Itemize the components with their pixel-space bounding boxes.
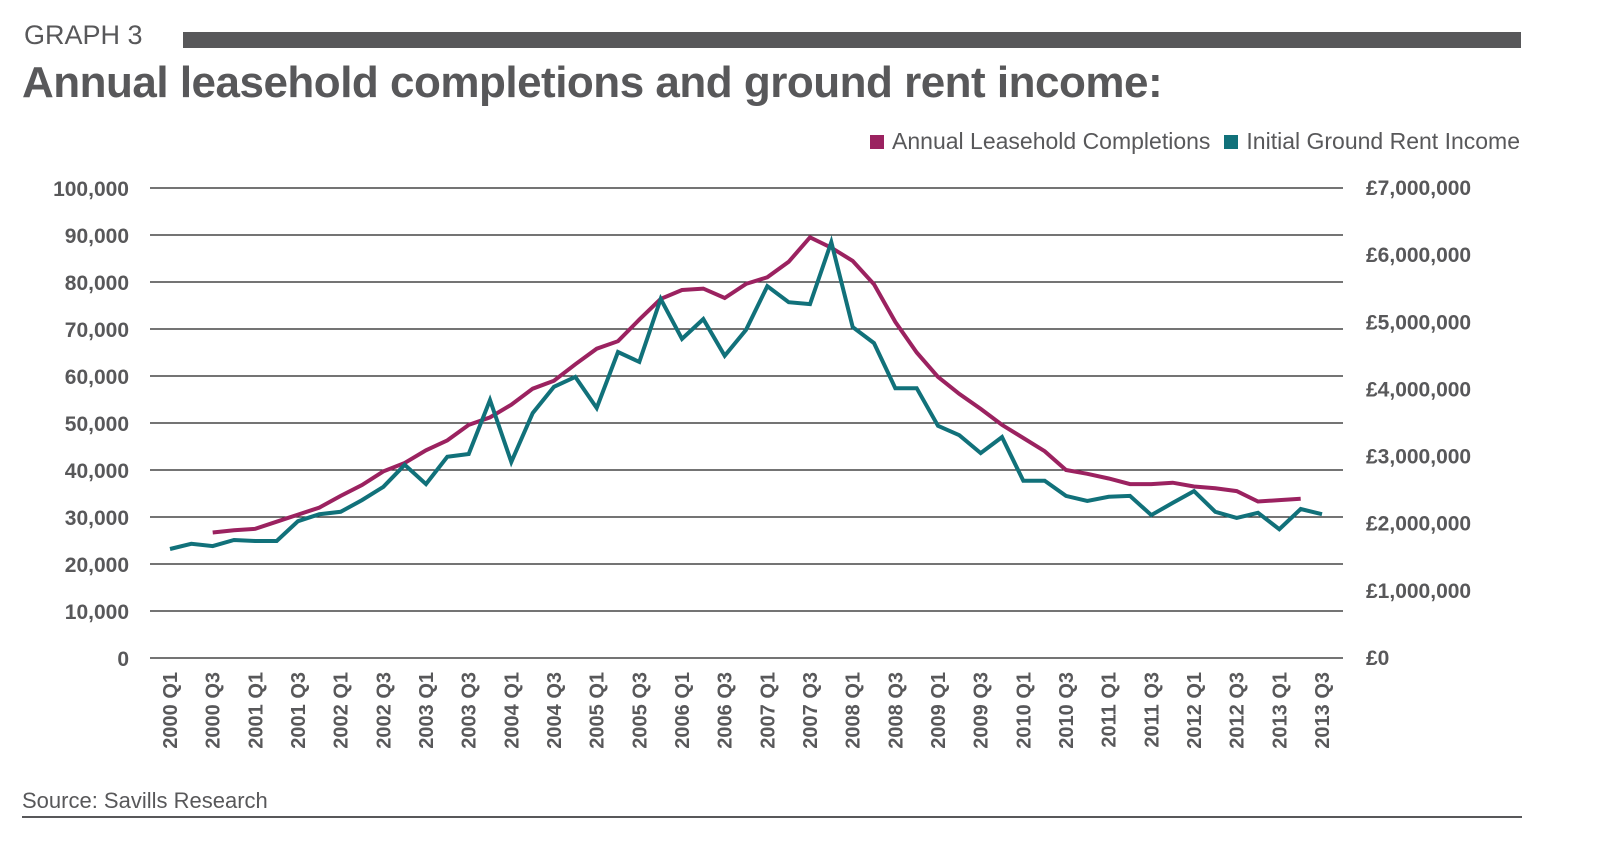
x-tick-label: 2005 Q3 xyxy=(629,672,651,749)
x-tick-label: 2005 Q1 xyxy=(587,672,609,749)
x-tick-label: 2002 Q1 xyxy=(331,672,353,749)
y-left-tick-label: 50,000 xyxy=(65,413,129,436)
y-right-tick-label: £3,000,000 xyxy=(1366,446,1471,469)
y-left-tick-label: 40,000 xyxy=(65,460,129,483)
x-tick-label: 2008 Q3 xyxy=(885,672,907,749)
x-tick-label: 2010 Q1 xyxy=(1013,672,1035,749)
x-tick-label: 2004 Q1 xyxy=(501,672,523,749)
series-line-ground-rent xyxy=(169,235,1323,551)
y-left-tick-label: 80,000 xyxy=(65,272,129,295)
x-tick-label: 2011 Q1 xyxy=(1099,672,1121,748)
graph-label: GRAPH 3 xyxy=(24,20,143,50)
x-tick-label: 2001 Q1 xyxy=(245,672,267,749)
x-tick-label: 2006 Q1 xyxy=(672,672,694,749)
x-tick-label: 2003 Q1 xyxy=(416,672,438,749)
y-right-tick-label: £2,000,000 xyxy=(1366,513,1471,536)
legend: Annual Leasehold Completions Initial Gro… xyxy=(856,128,1520,155)
x-tick-label: 2004 Q3 xyxy=(544,672,566,749)
x-tick-label: 2003 Q3 xyxy=(459,672,481,749)
x-tick-label: 2012 Q1 xyxy=(1184,672,1206,749)
y-left-tick-label: 60,000 xyxy=(65,366,129,389)
x-tick-label: 2013 Q3 xyxy=(1312,672,1334,749)
y-left-tick-label: 90,000 xyxy=(65,225,129,248)
x-tick-label: 2007 Q3 xyxy=(800,672,822,749)
y-left-tick-label: 0 xyxy=(117,648,129,671)
y-left-tick-label: 70,000 xyxy=(65,319,129,342)
source-note: Source: Savills Research xyxy=(22,788,268,813)
y-right-tick-label: £0 xyxy=(1366,647,1389,670)
legend-item-ground-rent: Initial Ground Rent Income xyxy=(1224,128,1520,155)
legend-swatch-ground-rent xyxy=(1224,134,1239,149)
y-left-tick-label: 20,000 xyxy=(65,554,129,577)
x-tick-label: 2013 Q1 xyxy=(1269,672,1291,749)
x-tick-label: 2001 Q3 xyxy=(288,672,310,749)
y-right-tick-label: £5,000,000 xyxy=(1366,311,1471,334)
x-tick-label: 2002 Q3 xyxy=(373,672,395,749)
legend-swatch-completions xyxy=(870,134,885,149)
y-right-tick-label: £7,000,000 xyxy=(1366,177,1471,200)
series-line-completions xyxy=(212,234,1301,535)
x-tick-label: 2009 Q1 xyxy=(928,672,950,749)
x-tick-label: 2000 Q1 xyxy=(160,672,182,749)
x-tick-label: 2012 Q3 xyxy=(1227,672,1249,749)
legend-label-ground-rent: Initial Ground Rent Income xyxy=(1246,128,1520,154)
x-tick-label: 2008 Q1 xyxy=(843,672,865,749)
x-tick-label: 2010 Q3 xyxy=(1056,672,1078,749)
legend-item-completions: Annual Leasehold Completions xyxy=(870,128,1210,155)
x-tick-label: 2009 Q3 xyxy=(971,672,993,749)
footer-rule xyxy=(22,816,1522,818)
x-tick-label: 2000 Q3 xyxy=(203,672,225,749)
chart-title: Annual leasehold completions and ground … xyxy=(22,58,1163,107)
header-rule xyxy=(183,32,1521,48)
x-tick-label: 2007 Q1 xyxy=(757,672,779,749)
y-right-tick-label: £4,000,000 xyxy=(1366,378,1471,401)
y-left-tick-label: 10,000 xyxy=(65,601,129,624)
x-tick-label: 2011 Q3 xyxy=(1141,672,1163,748)
y-right-tick-label: £6,000,000 xyxy=(1366,244,1471,267)
y-left-tick-label: 30,000 xyxy=(65,507,129,530)
y-right-tick-label: £1,000,000 xyxy=(1366,580,1471,603)
y-left-tick-label: 100,000 xyxy=(53,178,129,201)
x-tick-label: 2006 Q3 xyxy=(715,672,737,749)
legend-label-completions: Annual Leasehold Completions xyxy=(892,128,1211,154)
